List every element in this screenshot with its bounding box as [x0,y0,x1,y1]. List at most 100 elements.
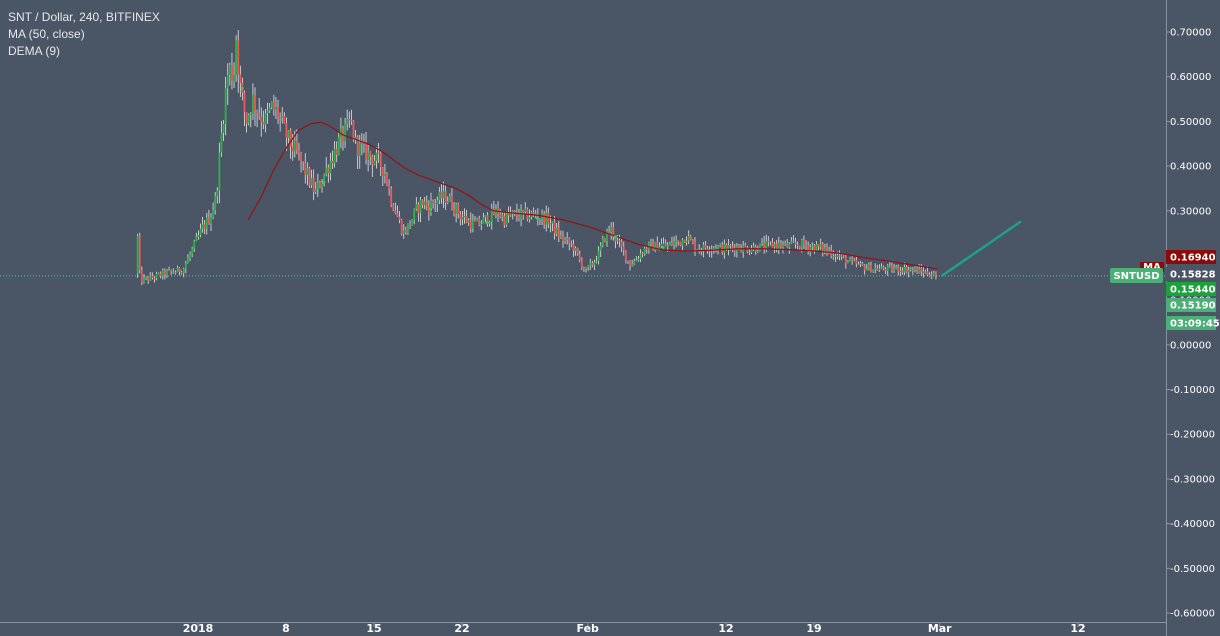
candle-body [518,216,520,219]
candle-body [909,269,912,271]
candle-body [524,208,527,213]
candle-body [935,272,937,275]
candle-body [281,116,284,118]
candle-body [861,263,864,266]
price-tag-bg [1166,282,1216,296]
candle-body [417,204,420,214]
candle-body [480,223,483,226]
candle-body [455,204,458,214]
candle-body [207,217,210,224]
candle-body [671,242,673,245]
candle-body [323,174,326,183]
price-tag-label: 0.16940 [1170,253,1216,264]
candle-body [551,221,554,224]
price-tags-layer: 0.16940 0.15828 0.15440 0.15190 03:09:45 MASN… [1110,250,1220,330]
candle-body [907,269,910,273]
candle-body [857,263,860,265]
y-tick-label: 0.30000 [1170,206,1211,217]
y-tick-label: -0.20000 [1170,430,1215,441]
candle-body [277,106,279,118]
candle-body [289,130,292,147]
price-tag-bg [1166,298,1216,312]
candle-body [471,220,474,229]
candle-body [224,88,227,124]
candle-body [488,221,491,224]
candle-body [216,190,219,196]
candle-body [838,255,841,257]
candle-body [279,117,282,119]
projection-layer[interactable] [940,220,1022,277]
candle-body [155,273,158,279]
candle-body [687,236,690,241]
candle-body [161,270,164,276]
candle-body [432,200,434,204]
candle-body [308,168,311,186]
candle-body [815,244,818,252]
candle-body [870,264,872,273]
candle-body [784,243,786,245]
candle-body [333,149,336,164]
candle-body [402,230,405,235]
candle-body [205,217,208,229]
candle-body [532,212,535,214]
candle-body [572,243,575,251]
candle-body [725,244,728,250]
dema-dot [613,235,617,239]
candle-body [836,255,839,258]
candle-body [528,217,531,220]
legend-ma[interactable]: MA (50, close) [8,27,85,41]
candle-body [689,236,692,241]
candle-body [539,219,541,221]
candle-body [235,40,238,75]
candle-body [352,120,355,140]
candle-body [300,152,302,162]
candle-body [438,191,441,201]
legend-dema[interactable]: DEMA (9) [8,44,61,58]
price-tag-bg [1166,250,1216,264]
candle-body [226,75,229,89]
candle-body [371,156,374,165]
candle-body [597,250,600,262]
candle-body [832,256,835,258]
candle-body [312,178,315,193]
projection-trendline[interactable] [940,220,1022,277]
candle-body [855,260,858,265]
candle-body [639,253,642,259]
y-tick-label: -0.50000 [1170,564,1215,575]
candle-body [849,258,851,262]
y-tick-label: 0.50000 [1170,117,1211,128]
candle-body [595,261,598,263]
candle-body [564,239,566,242]
candle-body [172,271,175,273]
candle-body [321,182,323,188]
candle-body [467,220,470,223]
candle-body [390,188,393,205]
candle-body [882,266,885,270]
candle-body [589,262,592,266]
legend-symbol[interactable]: SNT / Dollar, 240, BITFINEX [8,10,160,24]
candle-body [492,208,495,215]
candle-body [614,237,617,242]
candle-body [633,260,636,265]
candle-body [182,268,185,274]
dema-dot [661,245,665,249]
dema-dot [240,87,244,91]
candle-body [624,250,627,261]
candle-body [262,121,265,125]
candle-body [218,152,221,191]
candle-body [421,200,424,205]
candle-body [786,243,789,248]
candle-body [557,227,560,238]
candle-body [702,244,705,252]
candle-body [905,266,908,273]
candle-body [771,242,774,247]
candle-body [851,258,854,261]
candle-body [398,216,401,220]
candle-body [446,201,449,203]
candle-body [197,235,200,237]
candle-body [423,201,426,205]
candle-body [337,137,340,155]
candle-body [828,250,830,252]
